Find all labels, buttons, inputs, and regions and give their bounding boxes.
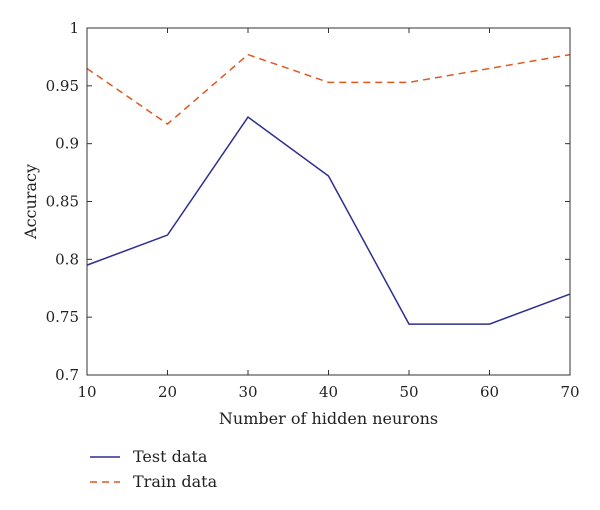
legend: Test data Train data: [90, 447, 218, 491]
x-tick-label: 70: [560, 383, 579, 401]
legend-label-train-data: Train data: [133, 472, 218, 491]
legend-label-test-data: Test data: [133, 447, 208, 466]
series-layer: [86, 53, 571, 325]
y-tick-label: 0.75: [46, 308, 79, 326]
series-line-test-data: [86, 115, 571, 325]
x-axis-label: Number of hidden neurons: [219, 409, 438, 428]
y-tick-label: 0.9: [55, 135, 79, 153]
x-tick-label: 50: [399, 383, 418, 401]
x-tick-label: 30: [238, 383, 257, 401]
ticks-layer: 10 20 30 40 50 60 70 0.7 0.75 0.8 0.85 0.9 0.95 1: [46, 19, 580, 401]
y-tick-label: 0.7: [55, 366, 79, 384]
x-tick-label: 20: [158, 383, 177, 401]
y-axis-label: Accuracy: [21, 164, 40, 240]
x-tick-label: 60: [480, 383, 499, 401]
y-tick-label: 0.8: [55, 250, 79, 268]
x-tick-label: 40: [319, 383, 338, 401]
plot-frame: [86, 27, 571, 376]
x-tick-label: 10: [77, 383, 96, 401]
y-tick-label: 0.85: [46, 193, 79, 211]
y-tick-label: 1: [69, 19, 79, 37]
y-tick-label: 0.95: [46, 77, 79, 95]
series-line-train-data: [86, 53, 571, 125]
